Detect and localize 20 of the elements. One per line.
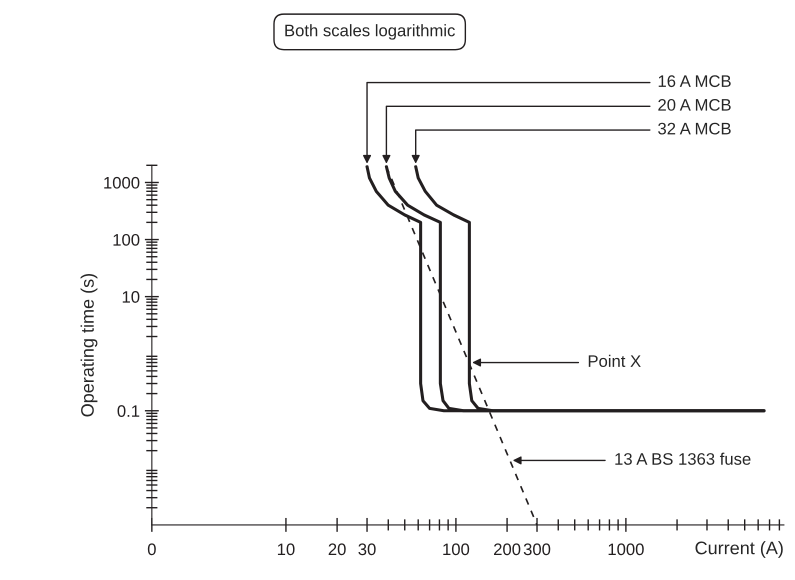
y-tick-label: 0.1 (118, 405, 140, 417)
x-tick-label: 1000 (608, 543, 644, 556)
y-axis-title: Operating time (s) (80, 274, 98, 416)
annotation: Point X (588, 354, 641, 368)
x-tick-label: 300 (524, 543, 550, 556)
chart-title: Both scales logarithmic (285, 24, 455, 40)
text: 20 A MCB (658, 98, 731, 111)
text: 16 A MCB (658, 75, 731, 88)
x-axis-title: Current (A) (696, 541, 783, 558)
x-tick-label: 0 (148, 543, 156, 556)
x-tick-label: 20 (328, 543, 346, 556)
x-tick-label: 100 (443, 543, 470, 556)
x-tick-label: 30 (358, 543, 376, 556)
x-tick-label: 200 (494, 543, 520, 556)
y-tick-label: 1000 (104, 176, 140, 189)
y-tick-label: 100 (114, 234, 140, 246)
text: 32 A MCB (658, 122, 731, 135)
x-tick-label: 10 (278, 543, 295, 556)
y-tick-label: 10 (122, 291, 140, 303)
text: 13 A BS 1363 fuse (615, 452, 750, 465)
